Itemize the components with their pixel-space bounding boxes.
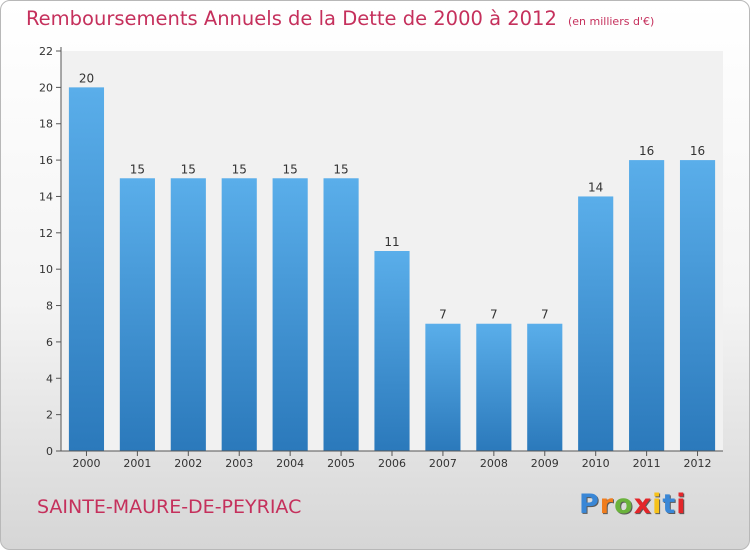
bar (68, 87, 105, 451)
x-tick-label: 2001 (123, 457, 151, 470)
logo-letter: o (614, 489, 634, 520)
bar (272, 178, 308, 452)
axes-group: 0 2 4 6 8 10 12 14 16 18 20 22 2000 2001 2002 2003 2004 2… (39, 45, 723, 470)
bar-value-label: 14 (588, 180, 603, 194)
y-tick-label: 22 (39, 45, 53, 58)
logo-letter: r (599, 489, 615, 520)
x-tick-label: 2000 (72, 457, 100, 470)
bar-value-label: 11 (384, 235, 399, 249)
logo-letter: t (662, 489, 677, 520)
bar-value-label: 7 (490, 308, 498, 322)
bar-value-label: 7 (541, 308, 549, 322)
x-tick-label: 2007 (429, 457, 457, 470)
bar (578, 196, 614, 451)
bar (476, 323, 512, 451)
logo-letter: i (652, 489, 663, 520)
logo-letter: x (633, 489, 653, 520)
x-tick-label: 2010 (582, 457, 610, 470)
x-tick-label: 2009 (531, 457, 559, 470)
bar-value-label: 16 (639, 144, 654, 158)
bar-value-label: 15 (333, 162, 348, 176)
bar-value-label: 15 (130, 162, 145, 176)
x-tick-label: 2004 (276, 457, 304, 470)
bar (221, 178, 257, 452)
bar-value-label: 16 (690, 144, 705, 158)
y-tick-label: 18 (39, 118, 53, 131)
bar-value-label: 15 (232, 162, 247, 176)
bar (679, 160, 716, 451)
bar-value-label: 7 (439, 308, 447, 322)
bar (119, 178, 155, 452)
bar-value-label: 15 (283, 162, 298, 176)
x-tick-label: 2002 (174, 457, 202, 470)
bar (170, 178, 206, 452)
x-tick-label: 2006 (378, 457, 406, 470)
bar-value-label: 15 (181, 162, 196, 176)
commune-name: SAINTE-MAURE-DE-PEYRIAC (37, 496, 302, 518)
y-tick-label: 14 (39, 190, 53, 203)
x-tick-label: 2008 (480, 457, 508, 470)
logo-letter: i (676, 489, 687, 520)
y-tick-label: 20 (39, 81, 53, 94)
chart-title: Remboursements Annuels de la Dette de 20… (26, 7, 557, 30)
y-tick-label: 10 (39, 263, 53, 276)
bars-group: 20 15 15 15 15 15 11 7 7 7 14 16 16 (68, 71, 716, 452)
bar-value-label: 20 (79, 71, 94, 85)
y-tick-label: 6 (46, 336, 53, 349)
y-tick-label: 16 (39, 154, 53, 167)
x-tick-label: 2011 (633, 457, 661, 470)
chart-title-block: Remboursements Annuels de la Dette de 20… (26, 7, 654, 30)
x-tick-label: 2005 (327, 457, 355, 470)
proxiti-logo[interactable]: Proxiti (579, 489, 687, 520)
bar (629, 160, 665, 451)
y-tick-label: 8 (46, 300, 53, 313)
bar (527, 323, 563, 451)
x-tick-label: 2003 (225, 457, 253, 470)
x-tick-label: 2012 (684, 457, 712, 470)
y-tick-label: 4 (46, 372, 53, 385)
y-tick-label: 0 (46, 445, 53, 458)
bar (425, 323, 461, 451)
logo-letter: P (579, 489, 600, 520)
y-tick-label: 2 (46, 409, 53, 422)
y-tick-label: 12 (39, 227, 53, 240)
bar (323, 178, 359, 452)
chart-unit: (en milliers d'€) (567, 15, 655, 28)
bar (374, 251, 410, 451)
